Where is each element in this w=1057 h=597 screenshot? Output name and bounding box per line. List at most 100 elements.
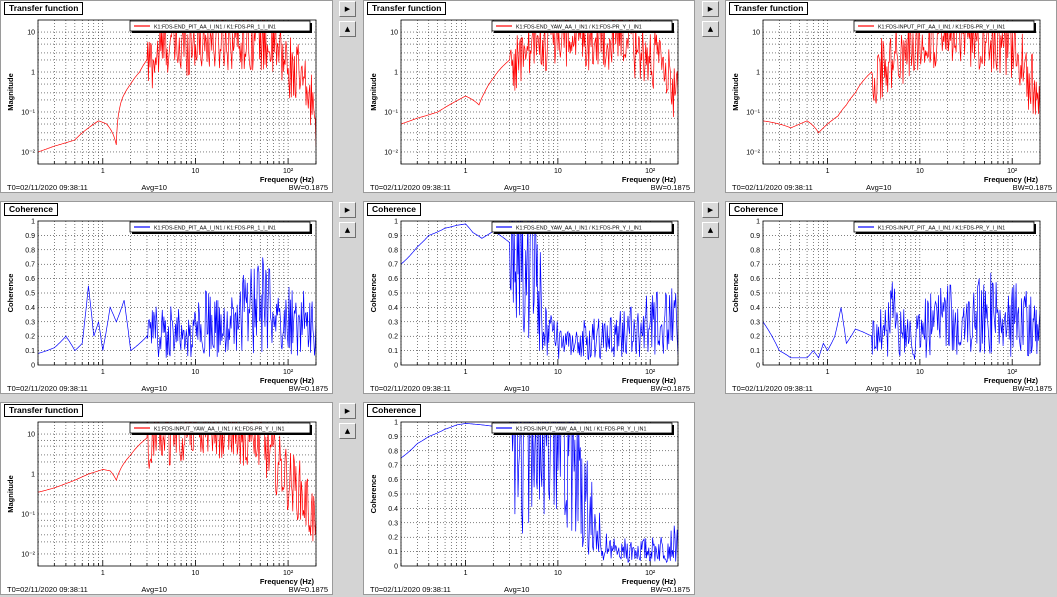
y-tick-label: 0.6	[750, 276, 760, 283]
y-tick-label: 10⁻¹	[21, 511, 35, 518]
y-tick-label: 0.7	[25, 262, 35, 269]
y-tick-label: 0.1	[388, 348, 398, 355]
plot-frame	[37, 421, 317, 567]
y-axis-label: Coherence	[731, 274, 740, 313]
panel-title: Transfer function	[4, 2, 84, 15]
bw-label: BW=0.1875	[651, 384, 690, 393]
y-tick-label: 1	[31, 472, 35, 479]
plot-svg: 1 10 10² 0 0.1 0.2 0.3 0.4 0.5 0.6 0.7 0.8 0.9 1 Frequ…	[731, 219, 1052, 394]
plot-panel[interactable]: Coherence 1 10 10² 0 0.1 0.2 0.3 0.4 0.5 0.6 0.7 0.8…	[725, 201, 1057, 394]
y-tick-label: 10⁻²	[21, 551, 35, 558]
y-tick-label: 0.3	[25, 319, 35, 326]
y-axis-label: Coherence	[369, 475, 378, 514]
plot-svg: 1 10 10² 0 0.1 0.2 0.3 0.4 0.5 0.6 0.7 0.8 0.9 1 Frequ…	[369, 219, 690, 394]
t0-label: T0=02/11/2020 09:38:11	[7, 183, 88, 192]
y-tick-label: 0.4	[25, 305, 35, 312]
series-line	[38, 257, 316, 358]
legend-box	[129, 221, 311, 233]
t0-label: T0=02/11/2020 09:38:11	[370, 585, 451, 594]
plot-frame	[400, 220, 679, 366]
pad-next-button[interactable]: ▶	[702, 1, 719, 17]
pad-next-button[interactable]: ▶	[339, 403, 356, 419]
t0-label: T0=02/11/2020 09:38:11	[732, 183, 813, 192]
x-tick-label: 1	[464, 369, 468, 376]
y-tick-label: 10	[390, 30, 398, 37]
x-tick-label: 10²	[283, 369, 294, 376]
x-tick-label: 10²	[645, 570, 656, 577]
plot-svg: 1 10 10² 0 0.1 0.2 0.3 0.4 0.5 0.6 0.7 0.8 0.9 1 Frequ…	[369, 420, 690, 595]
y-tick-label: 1	[756, 70, 760, 77]
x-axis-label: Frequency (Hz)	[622, 376, 677, 385]
pad-next-button[interactable]: ▶	[339, 1, 356, 17]
plot-frame	[400, 19, 679, 165]
plot-panel[interactable]: Transfer function 1 10 10² 10⁻² 10⁻¹ 1 10 Freque…	[0, 0, 333, 193]
x-tick-label: 10	[554, 369, 562, 376]
y-tick-label: 0.2	[750, 334, 760, 341]
panel-title: Coherence	[367, 404, 421, 417]
x-tick-label: 1	[826, 168, 830, 175]
pad-next-button[interactable]: ▶	[339, 202, 356, 218]
panel-title: Transfer function	[4, 404, 84, 417]
series-line	[401, 221, 678, 361]
t0-label: T0=02/11/2020 09:38:11	[7, 585, 88, 594]
x-tick-label: 10	[192, 168, 200, 175]
y-tick-label: 1	[31, 70, 35, 77]
plot-panel[interactable]: Transfer function 1 10 10² 10⁻² 10⁻¹ 1 10 Freque…	[0, 402, 333, 595]
x-tick-label: 10²	[283, 570, 294, 577]
pad-up-button[interactable]: ▲	[339, 21, 356, 37]
panel-title: Coherence	[729, 203, 783, 216]
y-tick-label: 1	[394, 70, 398, 77]
x-tick-label: 10²	[1007, 168, 1018, 175]
x-axis-label: Frequency (Hz)	[622, 175, 677, 184]
y-tick-label: 0.4	[388, 506, 398, 513]
pad-up-button[interactable]: ▲	[702, 222, 719, 238]
pad-next-button[interactable]: ▶	[702, 202, 719, 218]
y-tick-label: 0.9	[388, 434, 398, 441]
y-axis-label: Magnitude	[6, 73, 15, 111]
x-tick-label: 10	[192, 369, 200, 376]
plot-svg: 1 10 10² 10⁻² 10⁻¹ 1 10 Frequency (Hz) Magnitude…	[369, 19, 690, 192]
y-tick-label: 10	[27, 432, 35, 439]
x-tick-label: 10	[916, 168, 924, 175]
pad-up-button[interactable]: ▲	[702, 21, 719, 37]
avg-label: Avg=10	[504, 183, 530, 192]
t0-label: T0=02/11/2020 09:38:11	[7, 384, 88, 393]
pad-up-button[interactable]: ▲	[339, 222, 356, 238]
avg-label: Avg=10	[141, 384, 167, 393]
y-tick-label: 1	[31, 219, 35, 226]
y-tick-label: 10	[752, 30, 760, 37]
y-tick-label: 0.8	[25, 247, 35, 254]
series-line	[763, 272, 1040, 360]
t0-label: T0=02/11/2020 09:38:11	[370, 183, 451, 192]
t0-label: T0=02/11/2020 09:38:11	[370, 384, 451, 393]
x-axis-label: Frequency (Hz)	[622, 577, 677, 586]
avg-label: Avg=10	[866, 384, 892, 393]
plot-svg: 1 10 10² 10⁻² 10⁻¹ 1 10 Frequency (Hz) Magnitude…	[6, 421, 328, 594]
bw-label: BW=0.1875	[289, 384, 328, 393]
pad-up-button[interactable]: ▲	[339, 423, 356, 439]
plot-panel[interactable]: Coherence 1 10 10² 0 0.1 0.2 0.3 0.4 0.5 0.6 0.7 0.8…	[363, 201, 695, 394]
legend-label: K1:FDS-INPUT_PIT_AA_I_IN1 / K1:FDS-PR_Y_…	[878, 226, 1005, 232]
legend-label: K1:FDS-END_PIT_AA_I_IN1 / K1:FDS-PR_1_I_…	[154, 25, 276, 31]
y-tick-label: 0.4	[388, 305, 398, 312]
plot-frame	[762, 220, 1041, 366]
y-tick-label: 0.3	[388, 319, 398, 326]
y-tick-label: 1	[394, 420, 398, 427]
avg-label: Avg=10	[504, 585, 530, 594]
plot-panel[interactable]: Transfer function 1 10 10² 10⁻² 10⁻¹ 1 10 Freque…	[363, 0, 695, 193]
y-tick-label: 0.5	[388, 291, 398, 298]
y-tick-label: 0.7	[388, 463, 398, 470]
x-tick-label: 10²	[645, 369, 656, 376]
grid	[762, 221, 1041, 365]
bw-label: BW=0.1875	[289, 183, 328, 192]
legend-box	[129, 20, 311, 32]
legend-box	[491, 221, 673, 233]
plot-panel[interactable]: Coherence 1 10 10² 0 0.1 0.2 0.3 0.4 0.5 0.6 0.7 0.8…	[363, 402, 695, 595]
x-tick-label: 10	[192, 570, 200, 577]
plot-panel[interactable]: Transfer function 1 10 10² 10⁻² 10⁻¹ 1 10 Freque…	[725, 0, 1057, 193]
y-axis-label: Coherence	[369, 274, 378, 313]
plot-panel[interactable]: Coherence 1 10 10² 0 0.1 0.2 0.3 0.4 0.5 0.6 0.7 0.8…	[0, 201, 333, 394]
y-tick-label: 0.1	[388, 549, 398, 556]
y-tick-label: 0.8	[388, 448, 398, 455]
x-axis-label: Frequency (Hz)	[260, 577, 315, 586]
